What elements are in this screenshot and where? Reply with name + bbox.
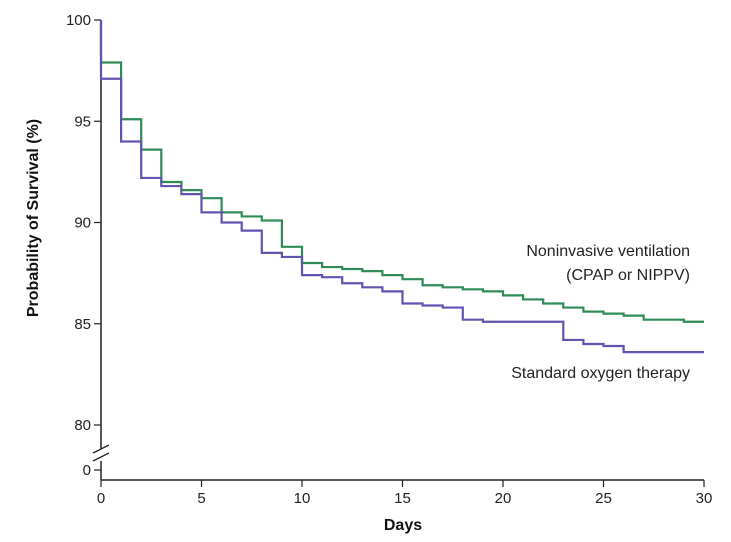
y-tick-label: 85 xyxy=(74,316,91,333)
x-tick-label: 15 xyxy=(394,490,411,507)
series-label: (CPAP or NIPPV) xyxy=(566,267,690,284)
x-tick-label: 30 xyxy=(696,490,713,507)
x-tick-label: 25 xyxy=(595,490,612,507)
axis-break-mark xyxy=(92,452,110,462)
x-tick-label: 10 xyxy=(294,490,311,507)
y-tick-label: 0 xyxy=(83,462,91,479)
series-line-standard-oxygen xyxy=(99,20,704,354)
series-group xyxy=(99,20,704,354)
labels-group: Noninvasive ventilation (CPAP or NIPPV) St… xyxy=(511,243,690,382)
y-tick-label: 100 xyxy=(66,12,91,29)
series-label: Noninvasive ventilation xyxy=(526,243,690,260)
axes: 100 95 90 85 80 00 5 10 15 20 25 30 xyxy=(66,12,712,507)
x-tick-label: 5 xyxy=(197,490,205,507)
series-line-noninvasive-ventilation xyxy=(99,20,704,323)
y-axis-title: Probability of Survival (%) xyxy=(25,119,42,317)
y-tick-label: 90 xyxy=(74,215,91,232)
x-axis-title: Days xyxy=(384,517,422,534)
y-tick-label: 95 xyxy=(74,113,91,130)
axis-break-mark xyxy=(92,444,110,454)
x-tick-label: 0 xyxy=(97,490,105,507)
y-tick-label: 80 xyxy=(74,417,91,434)
x-tick-label: 20 xyxy=(495,490,512,507)
series-label: Standard oxygen therapy xyxy=(511,365,690,382)
